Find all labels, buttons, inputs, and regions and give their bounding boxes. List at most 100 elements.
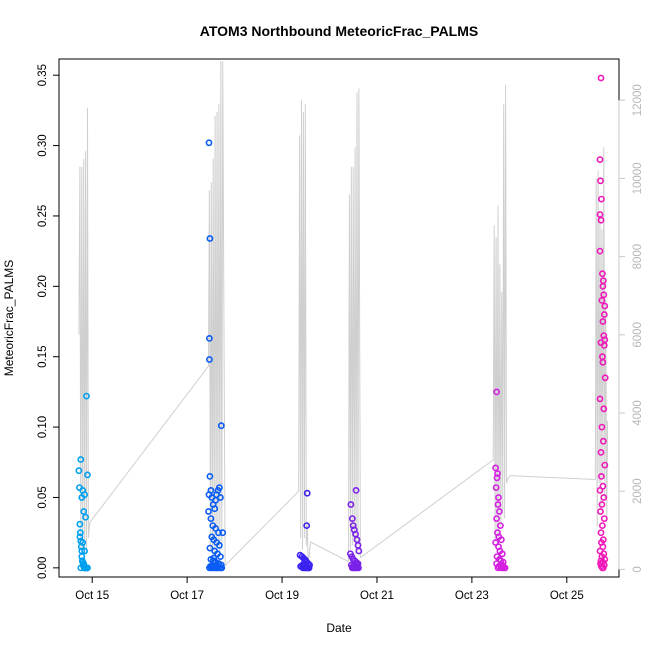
y-tick-label: 0.10 <box>37 416 49 438</box>
data-point <box>598 423 606 431</box>
series-4 <box>492 388 509 572</box>
data-point <box>599 318 607 325</box>
data-point <box>215 541 223 549</box>
data-point <box>496 522 504 529</box>
data-point <box>209 563 217 570</box>
data-point <box>215 484 223 491</box>
data-point <box>597 177 604 185</box>
y-tick-label: 0.15 <box>37 346 49 368</box>
data-point <box>596 395 604 403</box>
data-point <box>596 486 604 494</box>
secondary-tick-label: 4000 <box>632 400 644 426</box>
data-point <box>207 486 215 494</box>
secondary-tick-label: 6000 <box>632 322 644 348</box>
data-point <box>303 489 311 497</box>
y-tick-label: 0.25 <box>37 205 49 227</box>
data-point <box>497 536 505 544</box>
data-point <box>352 486 360 494</box>
data-point <box>353 536 361 544</box>
data-point <box>598 195 605 203</box>
data-point <box>599 564 606 572</box>
data-point <box>597 508 604 515</box>
data-point <box>599 282 607 290</box>
data-point <box>498 561 506 569</box>
x-tick-label: Oct 15 <box>75 590 109 602</box>
data-point <box>495 494 502 501</box>
data-point <box>206 563 214 570</box>
x-tick-label: Oct 19 <box>265 590 299 602</box>
secondary-tick-label: 8000 <box>632 244 644 270</box>
data-point <box>77 529 84 537</box>
data-point <box>600 311 608 318</box>
y-tick-label: 0.20 <box>37 275 49 297</box>
series-1 <box>205 139 227 572</box>
data-point <box>305 564 313 572</box>
data-point <box>207 515 215 522</box>
data-point <box>601 302 609 310</box>
secondary-tick-label: 0 <box>632 566 644 572</box>
x-tick-label: Oct 23 <box>455 590 489 602</box>
data-point <box>600 515 608 522</box>
data-point <box>75 467 83 475</box>
data-point <box>83 392 90 400</box>
y-tick-label: 0.00 <box>37 557 49 579</box>
data-point <box>600 341 608 349</box>
data-point <box>494 501 502 508</box>
axes-layer: Oct 15 Oct 17 Oct 19 Oct 21 Oct 23 Oct 25 0.00… <box>37 64 644 602</box>
data-point <box>78 494 86 501</box>
data-point <box>211 505 219 513</box>
data-point <box>216 553 224 560</box>
data-point <box>205 356 213 363</box>
altitude-line <box>78 61 609 567</box>
data-point <box>597 529 605 537</box>
x-tick-label: Oct 25 <box>550 590 584 602</box>
data-point <box>80 508 88 515</box>
data-point <box>79 539 87 546</box>
data-point <box>303 522 311 529</box>
data-point <box>210 554 218 562</box>
data-point <box>599 522 606 529</box>
x-axis-label: Date <box>326 621 352 635</box>
data-point <box>495 563 503 570</box>
data-point <box>347 501 355 508</box>
data-point <box>217 422 225 430</box>
data-point <box>597 448 605 456</box>
chart-title: ATOM3 Northbound MeteoricFrac_PALMS <box>200 23 478 39</box>
data-point <box>205 508 212 515</box>
data-point <box>76 520 84 528</box>
series-2 <box>296 489 313 572</box>
data-point <box>601 374 609 382</box>
series-5 <box>596 74 609 572</box>
data-point <box>598 472 605 480</box>
y-tick-label: 0.30 <box>37 134 49 156</box>
data-point <box>82 513 89 521</box>
data-point <box>206 472 214 480</box>
y-tick-label: 0.35 <box>37 64 49 86</box>
data-point <box>206 235 214 242</box>
secondary-tick-label: 12000 <box>632 84 644 116</box>
altitude-track-layer <box>78 61 609 567</box>
data-point <box>600 494 608 501</box>
x-tick-label: Oct 17 <box>170 590 204 602</box>
y-axis-label: MeteoricFrac_PALMS <box>2 260 16 376</box>
data-point <box>599 270 606 278</box>
data-point <box>493 474 501 482</box>
data-point <box>599 437 607 445</box>
data-point <box>494 470 501 477</box>
data-point <box>493 515 500 522</box>
data-point <box>216 494 224 501</box>
plot-frame <box>58 58 620 578</box>
data-point <box>219 529 227 537</box>
data-point <box>492 484 500 491</box>
data-point <box>600 291 608 299</box>
data-point <box>81 547 88 555</box>
data-point <box>205 334 213 342</box>
data-point <box>600 405 608 413</box>
data-point <box>495 508 503 515</box>
data-point <box>596 247 604 255</box>
data-point <box>597 74 605 82</box>
data-point <box>77 456 85 463</box>
data-point <box>215 529 222 537</box>
data-point <box>601 461 609 469</box>
